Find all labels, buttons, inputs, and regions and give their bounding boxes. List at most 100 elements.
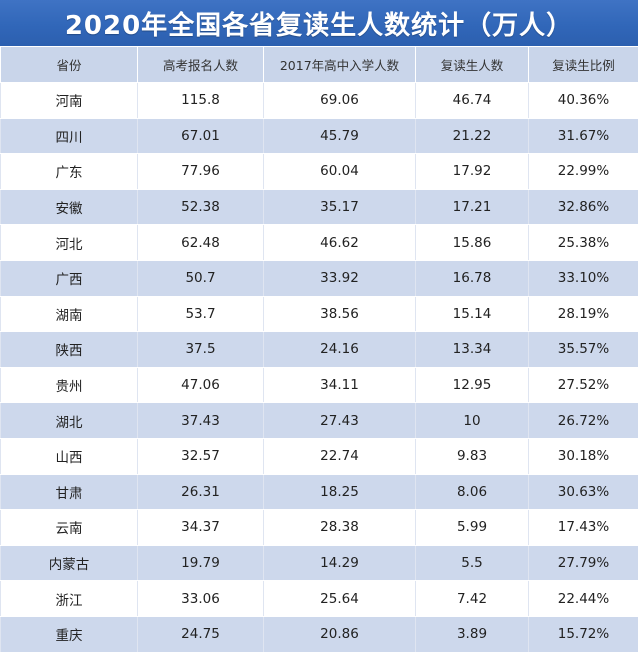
repeaters-cell: 16.78 [416, 260, 529, 296]
enrollment-2017-cell: 28.38 [264, 510, 416, 546]
enrollment-2017-cell: 60.04 [264, 154, 416, 190]
ratio-cell: 25.38% [529, 225, 638, 261]
ratio-cell: 32.86% [529, 189, 638, 225]
applicants-cell: 115.8 [138, 83, 264, 119]
ratio-cell: 22.44% [529, 581, 638, 617]
column-header-repeaters: 复读生人数 [416, 47, 529, 83]
applicants-cell: 37.43 [138, 403, 264, 439]
province-cell: 山西 [1, 438, 138, 474]
province-cell: 广东 [1, 154, 138, 190]
enrollment-2017-cell: 46.62 [264, 225, 416, 261]
column-header-applicants: 高考报名人数 [138, 47, 264, 83]
enrollment-2017-cell: 35.17 [264, 189, 416, 225]
ratio-cell: 33.10% [529, 260, 638, 296]
applicants-cell: 52.38 [138, 189, 264, 225]
province-cell: 湖北 [1, 403, 138, 439]
ratio-cell: 27.52% [529, 367, 638, 403]
province-cell: 内蒙古 [1, 545, 138, 581]
enrollment-2017-cell: 24.16 [264, 332, 416, 368]
repeaters-cell: 12.95 [416, 367, 529, 403]
province-cell: 浙江 [1, 581, 138, 617]
province-cell: 甘肃 [1, 474, 138, 510]
ratio-cell: 40.36% [529, 83, 638, 119]
applicants-cell: 53.7 [138, 296, 264, 332]
ratio-cell: 22.99% [529, 154, 638, 190]
enrollment-2017-cell: 27.43 [264, 403, 416, 439]
applicants-cell: 34.37 [138, 510, 264, 546]
enrollment-2017-cell: 25.64 [264, 581, 416, 617]
enrollment-2017-cell: 45.79 [264, 118, 416, 154]
repeaters-cell: 46.74 [416, 83, 529, 119]
applicants-cell: 37.5 [138, 332, 264, 368]
enrollment-2017-cell: 18.25 [264, 474, 416, 510]
repeaters-cell: 9.83 [416, 438, 529, 474]
column-header-province: 省份 [1, 47, 138, 83]
ratio-cell: 17.43% [529, 510, 638, 546]
table-header: 省份 高考报名人数 2017年高中入学人数 复读生人数 复读生比例 [1, 47, 638, 83]
column-header-repeater-ratio: 复读生比例 [529, 47, 638, 83]
province-cell: 广西 [1, 260, 138, 296]
header-row: 省份 高考报名人数 2017年高中入学人数 复读生人数 复读生比例 [1, 47, 638, 83]
title-bar: 2020年全国各省复读生人数统计（万人） [0, 0, 638, 46]
enrollment-2017-cell: 22.74 [264, 438, 416, 474]
ratio-cell: 30.18% [529, 438, 638, 474]
repeaters-cell: 17.92 [416, 154, 529, 190]
repeaters-cell: 15.14 [416, 296, 529, 332]
province-cell: 四川 [1, 118, 138, 154]
repeaters-cell: 8.06 [416, 474, 529, 510]
ratio-cell: 26.72% [529, 403, 638, 439]
enrollment-2017-cell: 69.06 [264, 83, 416, 119]
repeaters-cell: 15.86 [416, 225, 529, 261]
repeaters-cell: 21.22 [416, 118, 529, 154]
applicants-cell: 32.57 [138, 438, 264, 474]
applicants-cell: 67.01 [138, 118, 264, 154]
province-cell: 河南 [1, 83, 138, 119]
province-cell: 贵州 [1, 367, 138, 403]
repeaters-cell: 17.21 [416, 189, 529, 225]
enrollment-2017-cell: 38.56 [264, 296, 416, 332]
province-cell: 云南 [1, 510, 138, 546]
enrollment-2017-cell: 34.11 [264, 367, 416, 403]
repeaters-cell: 5.99 [416, 510, 529, 546]
enrollment-2017-cell: 14.29 [264, 545, 416, 581]
applicants-cell: 33.06 [138, 581, 264, 617]
applicants-cell: 26.31 [138, 474, 264, 510]
applicants-cell: 50.7 [138, 260, 264, 296]
ratio-cell: 30.63% [529, 474, 638, 510]
applicants-cell: 19.79 [138, 545, 264, 581]
repeaters-cell: 10 [416, 403, 529, 439]
applicants-cell: 62.48 [138, 225, 264, 261]
repeaters-cell: 7.42 [416, 581, 529, 617]
enrollment-2017-cell: 33.92 [264, 260, 416, 296]
province-cell: 河北 [1, 225, 138, 261]
applicants-cell: 77.96 [138, 154, 264, 190]
column-header-2017-enrollment: 2017年高中入学人数 [264, 47, 416, 83]
ratio-cell: 28.19% [529, 296, 638, 332]
applicants-cell: 24.75 [138, 616, 264, 652]
ratio-cell: 15.72% [529, 616, 638, 652]
ratio-cell: 35.57% [529, 332, 638, 368]
repeaters-cell: 13.34 [416, 332, 529, 368]
repeaters-cell: 3.89 [416, 616, 529, 652]
ratio-cell: 31.67% [529, 118, 638, 154]
province-cell: 湖南 [1, 296, 138, 332]
ratio-cell: 27.79% [529, 545, 638, 581]
